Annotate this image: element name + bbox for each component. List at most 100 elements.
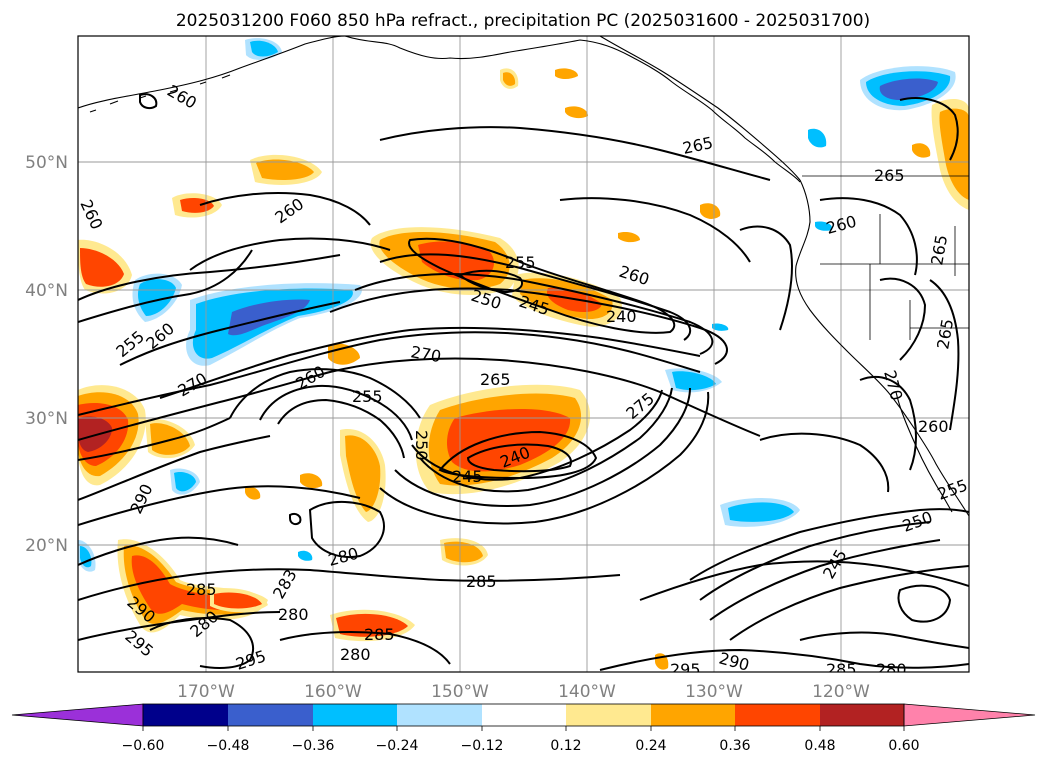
precip-negative-patch [250, 40, 278, 57]
contour-line [859, 375, 917, 471]
precip-positive-patch [939, 108, 969, 200]
contour-line [759, 432, 890, 493]
precip-positive-patch [700, 203, 721, 219]
lon-tick-label: 140°W [558, 682, 616, 702]
contour-line [149, 617, 255, 669]
contour-label: 285 [466, 572, 497, 591]
contour-label: 265 [480, 370, 511, 389]
contour-line [78, 568, 621, 601]
lat-tick-label: 20°N [25, 536, 68, 556]
lon-tick-label: 150°W [431, 682, 489, 702]
contour-line [411, 389, 663, 481]
precip-negative-patch [879, 78, 938, 100]
contour-label: 285 [186, 580, 217, 599]
contour-line [119, 301, 341, 366]
contour-line [599, 648, 969, 671]
colorbar-segment [482, 704, 566, 726]
colorbar-ticks [142, 726, 905, 731]
contour-line [689, 508, 969, 581]
colorbar-tick-label: 0.12 [550, 738, 581, 754]
precip-positive-patch [180, 198, 214, 213]
precip-positive-patch [618, 231, 640, 243]
colorbar-tick-label: −0.36 [292, 738, 335, 754]
precip-positive-patch [446, 408, 571, 472]
colorbar-tick-label: −0.24 [376, 738, 419, 754]
colorbar-segment [735, 704, 820, 726]
contour-line [799, 631, 969, 649]
contour-line [78, 249, 253, 323]
contour-line [699, 521, 931, 601]
contour-line [78, 435, 271, 501]
precip-positive-patch [300, 473, 323, 489]
contour-line [709, 539, 941, 621]
contour-line [897, 584, 952, 623]
precip-negative-patch [138, 279, 176, 316]
contour-line [279, 631, 451, 665]
lon-tick-label: 120°W [812, 682, 870, 702]
contour-line [458, 269, 524, 294]
precip-negative-patch [728, 502, 794, 522]
longitude-labels: 170°W 160°W 150°W 140°W 130°W 120°W [177, 682, 870, 702]
colorbar-frame [142, 703, 905, 727]
contour-line [159, 327, 701, 399]
colorbar-extend-min [11, 703, 144, 727]
lon-tick-label: 170°W [177, 682, 235, 702]
colorbar-extend-max [903, 703, 1036, 727]
contour-line [899, 97, 959, 161]
colorbar-tick-label: −0.60 [122, 738, 165, 754]
precip-positive-patch [328, 343, 360, 365]
contour-label: 280 [340, 645, 371, 664]
contour-label: 255 [505, 253, 536, 272]
contour-line [259, 384, 413, 441]
contour-line [78, 254, 341, 301]
contour-line [379, 126, 771, 181]
precip-negative-patch [192, 288, 353, 359]
contour-label: 285 [364, 625, 395, 644]
contour-line [277, 398, 405, 459]
precip-positive-patch [503, 72, 516, 86]
contour-line [329, 287, 728, 365]
precip-positive-patch [555, 68, 578, 79]
contour-label: 245 [452, 467, 483, 486]
contour-line [289, 512, 302, 526]
lat-tick-label: 40°N [25, 281, 68, 301]
precip-positive-patch [565, 106, 588, 119]
colorbar-segment [651, 704, 735, 726]
contour-line [308, 500, 385, 558]
colorbar-tick-label: −0.12 [461, 738, 504, 754]
colorbar: −0.60 −0.48 −0.36 −0.24 −0.12 0.12 0.24 … [11, 703, 1036, 754]
precip-negative-patch [712, 323, 729, 331]
precip-positive-patch [245, 486, 261, 500]
precipitation-shading [78, 38, 969, 670]
contour-line [199, 192, 371, 226]
contour-line [419, 387, 673, 493]
contour-line [729, 565, 969, 641]
contour-label: 240 [606, 307, 637, 326]
gulf-of-alaska-coastline [344, 36, 801, 183]
contour-line [78, 485, 361, 526]
colorbar-segment [143, 704, 228, 726]
bc-coastline [599, 36, 801, 181]
contour-label: 295 [670, 660, 701, 679]
colorbar-segment [397, 704, 482, 726]
colorbar-tick-label: 0.24 [635, 738, 666, 754]
contour-label: 250 [412, 430, 431, 461]
contour-label: 290 [717, 649, 751, 675]
colorbar-tick-label: −0.48 [207, 738, 250, 754]
contour-line [78, 357, 761, 441]
precip-negative-patch [815, 221, 833, 231]
state-border [820, 214, 969, 340]
map-panel: 260 260 260 255 260 270 255 250 245 240 … [78, 36, 969, 679]
lon-tick-label: 130°W [685, 682, 743, 702]
precip-negative-patch [808, 128, 827, 148]
contour-line [78, 536, 239, 566]
precip-positive-patch [214, 592, 262, 609]
colorbar-segment [228, 704, 313, 726]
colorbar-tick-label: 0.48 [804, 738, 835, 754]
contour-label: 285 [826, 660, 857, 679]
contour-line [639, 560, 969, 601]
latitude-labels: 50°N 40°N 30°N 20°N [25, 153, 68, 556]
precip-positive-patch [345, 435, 381, 512]
precip-negative-patch [672, 371, 716, 391]
